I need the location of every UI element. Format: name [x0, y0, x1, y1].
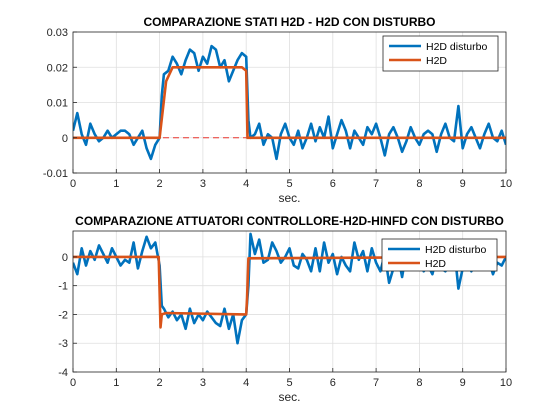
legend: H2D disturbo H2D [382, 35, 499, 72]
legend-box [382, 35, 499, 72]
x-tick-label: 1 [113, 178, 119, 190]
x-tick-label: 5 [286, 178, 292, 190]
legend-label: H2D [426, 55, 447, 67]
x-tick-label: 9 [460, 178, 466, 190]
x-tick-label: 9 [460, 377, 466, 389]
x-tick-label: 0 [70, 377, 76, 389]
legend-box [381, 238, 498, 272]
y-tick-label: 0 [62, 133, 68, 145]
legend: H2D disturbo H2D [381, 238, 498, 272]
y-tick-label: -3 [58, 338, 68, 350]
series-line-h2d [73, 66, 506, 140]
x-tick-label: 8 [416, 377, 422, 389]
x-tick-label: 6 [330, 377, 336, 389]
y-tick-label: 0.02 [47, 62, 68, 74]
legend-label: H2D [425, 258, 446, 270]
legend-label: H2D disturbo [425, 244, 486, 256]
chart-title: COMPARAZIONE ATTUATORI CONTROLLORE-H2D-H… [75, 214, 504, 228]
x-tick-label: 2 [157, 377, 163, 389]
x-tick-label: 0 [70, 178, 76, 190]
x-tick-label: 3 [200, 178, 206, 190]
x-axis-label: sec. [278, 191, 300, 205]
x-tick-label: 3 [200, 377, 206, 389]
x-tick-label: 10 [500, 178, 512, 190]
chart-1: 0 1 2 3 4 5 6 7 8 9 10-0.0100.010.020.03COMPARAZIO… [43, 15, 512, 205]
x-tick-label: 7 [373, 178, 379, 190]
x-tick-label: 5 [286, 377, 292, 389]
x-tick-label: 8 [416, 178, 422, 190]
chart-2: 0 1 2 3 4 5 6 7 8 9 10 -4 -3 -2 -1 0 COMPARAZIONE ATTUAT… [58, 214, 512, 404]
x-tick-label: 7 [373, 377, 379, 389]
x-tick-label: 4 [243, 178, 249, 190]
y-tick-label: 0 [62, 252, 68, 264]
x-tick-label: 6 [330, 178, 336, 190]
x-tick-label: 2 [157, 178, 163, 190]
y-tick-label: -1 [58, 281, 68, 293]
legend-label: H2D disturbo [426, 41, 487, 53]
series-line-h2d-disturbo [73, 44, 506, 161]
y-tick-label: 0.03 [47, 27, 68, 39]
x-axis-label: sec. [278, 390, 300, 404]
y-tick-label: -2 [58, 309, 68, 321]
y-tick-label: -0.01 [43, 168, 68, 180]
x-tick-label: 4 [243, 377, 249, 389]
chart-title: COMPARAZIONE STATI H2D - H2D CON DISTURB… [143, 15, 435, 29]
y-tick-label: -4 [58, 367, 68, 379]
x-tick-label: 10 [500, 377, 512, 389]
x-tick-label: 1 [113, 377, 119, 389]
series-line-h2d [73, 255, 506, 329]
y-tick-label: 0.01 [47, 98, 68, 110]
